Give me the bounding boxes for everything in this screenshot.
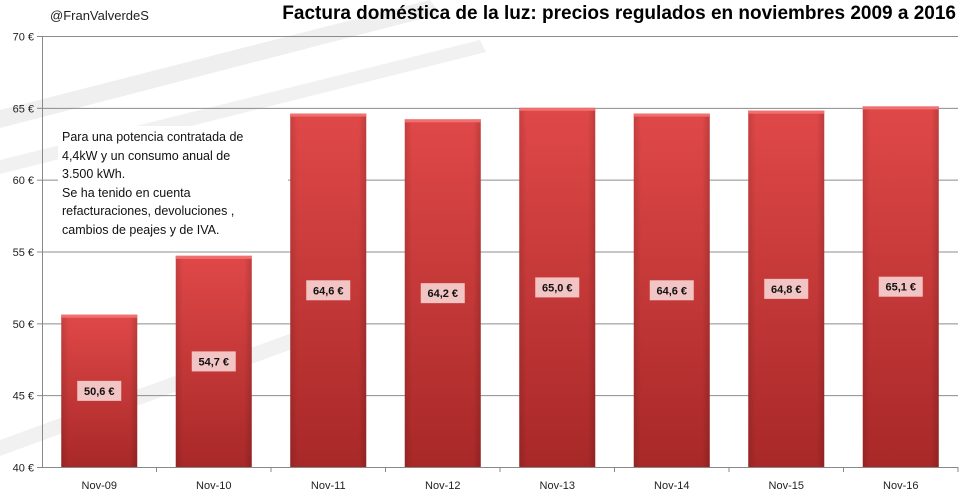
x-tick-label: Nov-09 (82, 480, 117, 492)
data-label: 50,6 € (84, 386, 115, 398)
data-label: 54,7 € (198, 356, 229, 368)
data-label: 64,6 € (313, 285, 344, 297)
note-line: 3.500 kWh. (62, 167, 126, 181)
bar-highlight (519, 107, 596, 111)
data-label-bg (306, 280, 351, 301)
chart-annotation: Para una potencia contratada de 4,4kW y … (58, 126, 288, 241)
bar-highlight (61, 314, 138, 318)
data-label-bg (420, 283, 465, 304)
data-label: 64,2 € (427, 288, 458, 300)
x-tick-label: Nov-16 (883, 480, 918, 492)
y-tick-label: 50 € (13, 319, 34, 331)
bar-highlight (290, 113, 367, 117)
y-tick-label: 45 € (13, 391, 34, 403)
x-tick-label: Nov-15 (769, 480, 804, 492)
note-line: refacturaciones, devoluciones , (62, 204, 235, 218)
x-tick-label: Nov-13 (540, 480, 575, 492)
data-label-bg (191, 351, 236, 372)
y-tick-label: 40 € (13, 463, 34, 475)
data-label-bg (535, 277, 580, 298)
bar-highlight (633, 113, 710, 117)
data-label-bg (649, 280, 694, 301)
note-line: Se ha tenido en cuenta (62, 185, 191, 200)
x-tick-label: Nov-11 (311, 480, 346, 492)
note-line: 4,4kW y un consumo anual de (62, 148, 231, 163)
x-tick-label: Nov-14 (654, 480, 689, 492)
data-label: 65,1 € (885, 282, 916, 294)
author-credit: @FranValverdeS (50, 8, 149, 23)
note-line: Para una potencia contratada de (62, 130, 244, 144)
y-tick-label: 70 € (13, 32, 34, 44)
watermark-band (0, 0, 440, 128)
bar-highlight (862, 106, 939, 110)
x-tick-label: Nov-10 (196, 480, 231, 492)
bar-highlight (404, 119, 481, 123)
chart-title: Factura doméstica de la luz: precios reg… (282, 3, 956, 24)
watermark-band (0, 330, 306, 456)
y-tick-label: 65 € (13, 103, 34, 115)
data-label-bg (77, 380, 122, 401)
y-tick-label: 55 € (13, 247, 34, 259)
bar-highlight (175, 255, 252, 259)
data-label-bg (878, 276, 923, 297)
data-label: 64,6 € (656, 285, 687, 297)
x-tick-label: Nov-12 (425, 480, 460, 492)
note-line: cambios de peajes y de IVA. (62, 222, 220, 237)
y-tick-label: 60 € (13, 175, 34, 187)
data-label: 64,8 € (771, 284, 802, 296)
bar-highlight (748, 110, 825, 114)
data-label: 65,0 € (542, 282, 573, 294)
data-label-bg (764, 278, 809, 299)
